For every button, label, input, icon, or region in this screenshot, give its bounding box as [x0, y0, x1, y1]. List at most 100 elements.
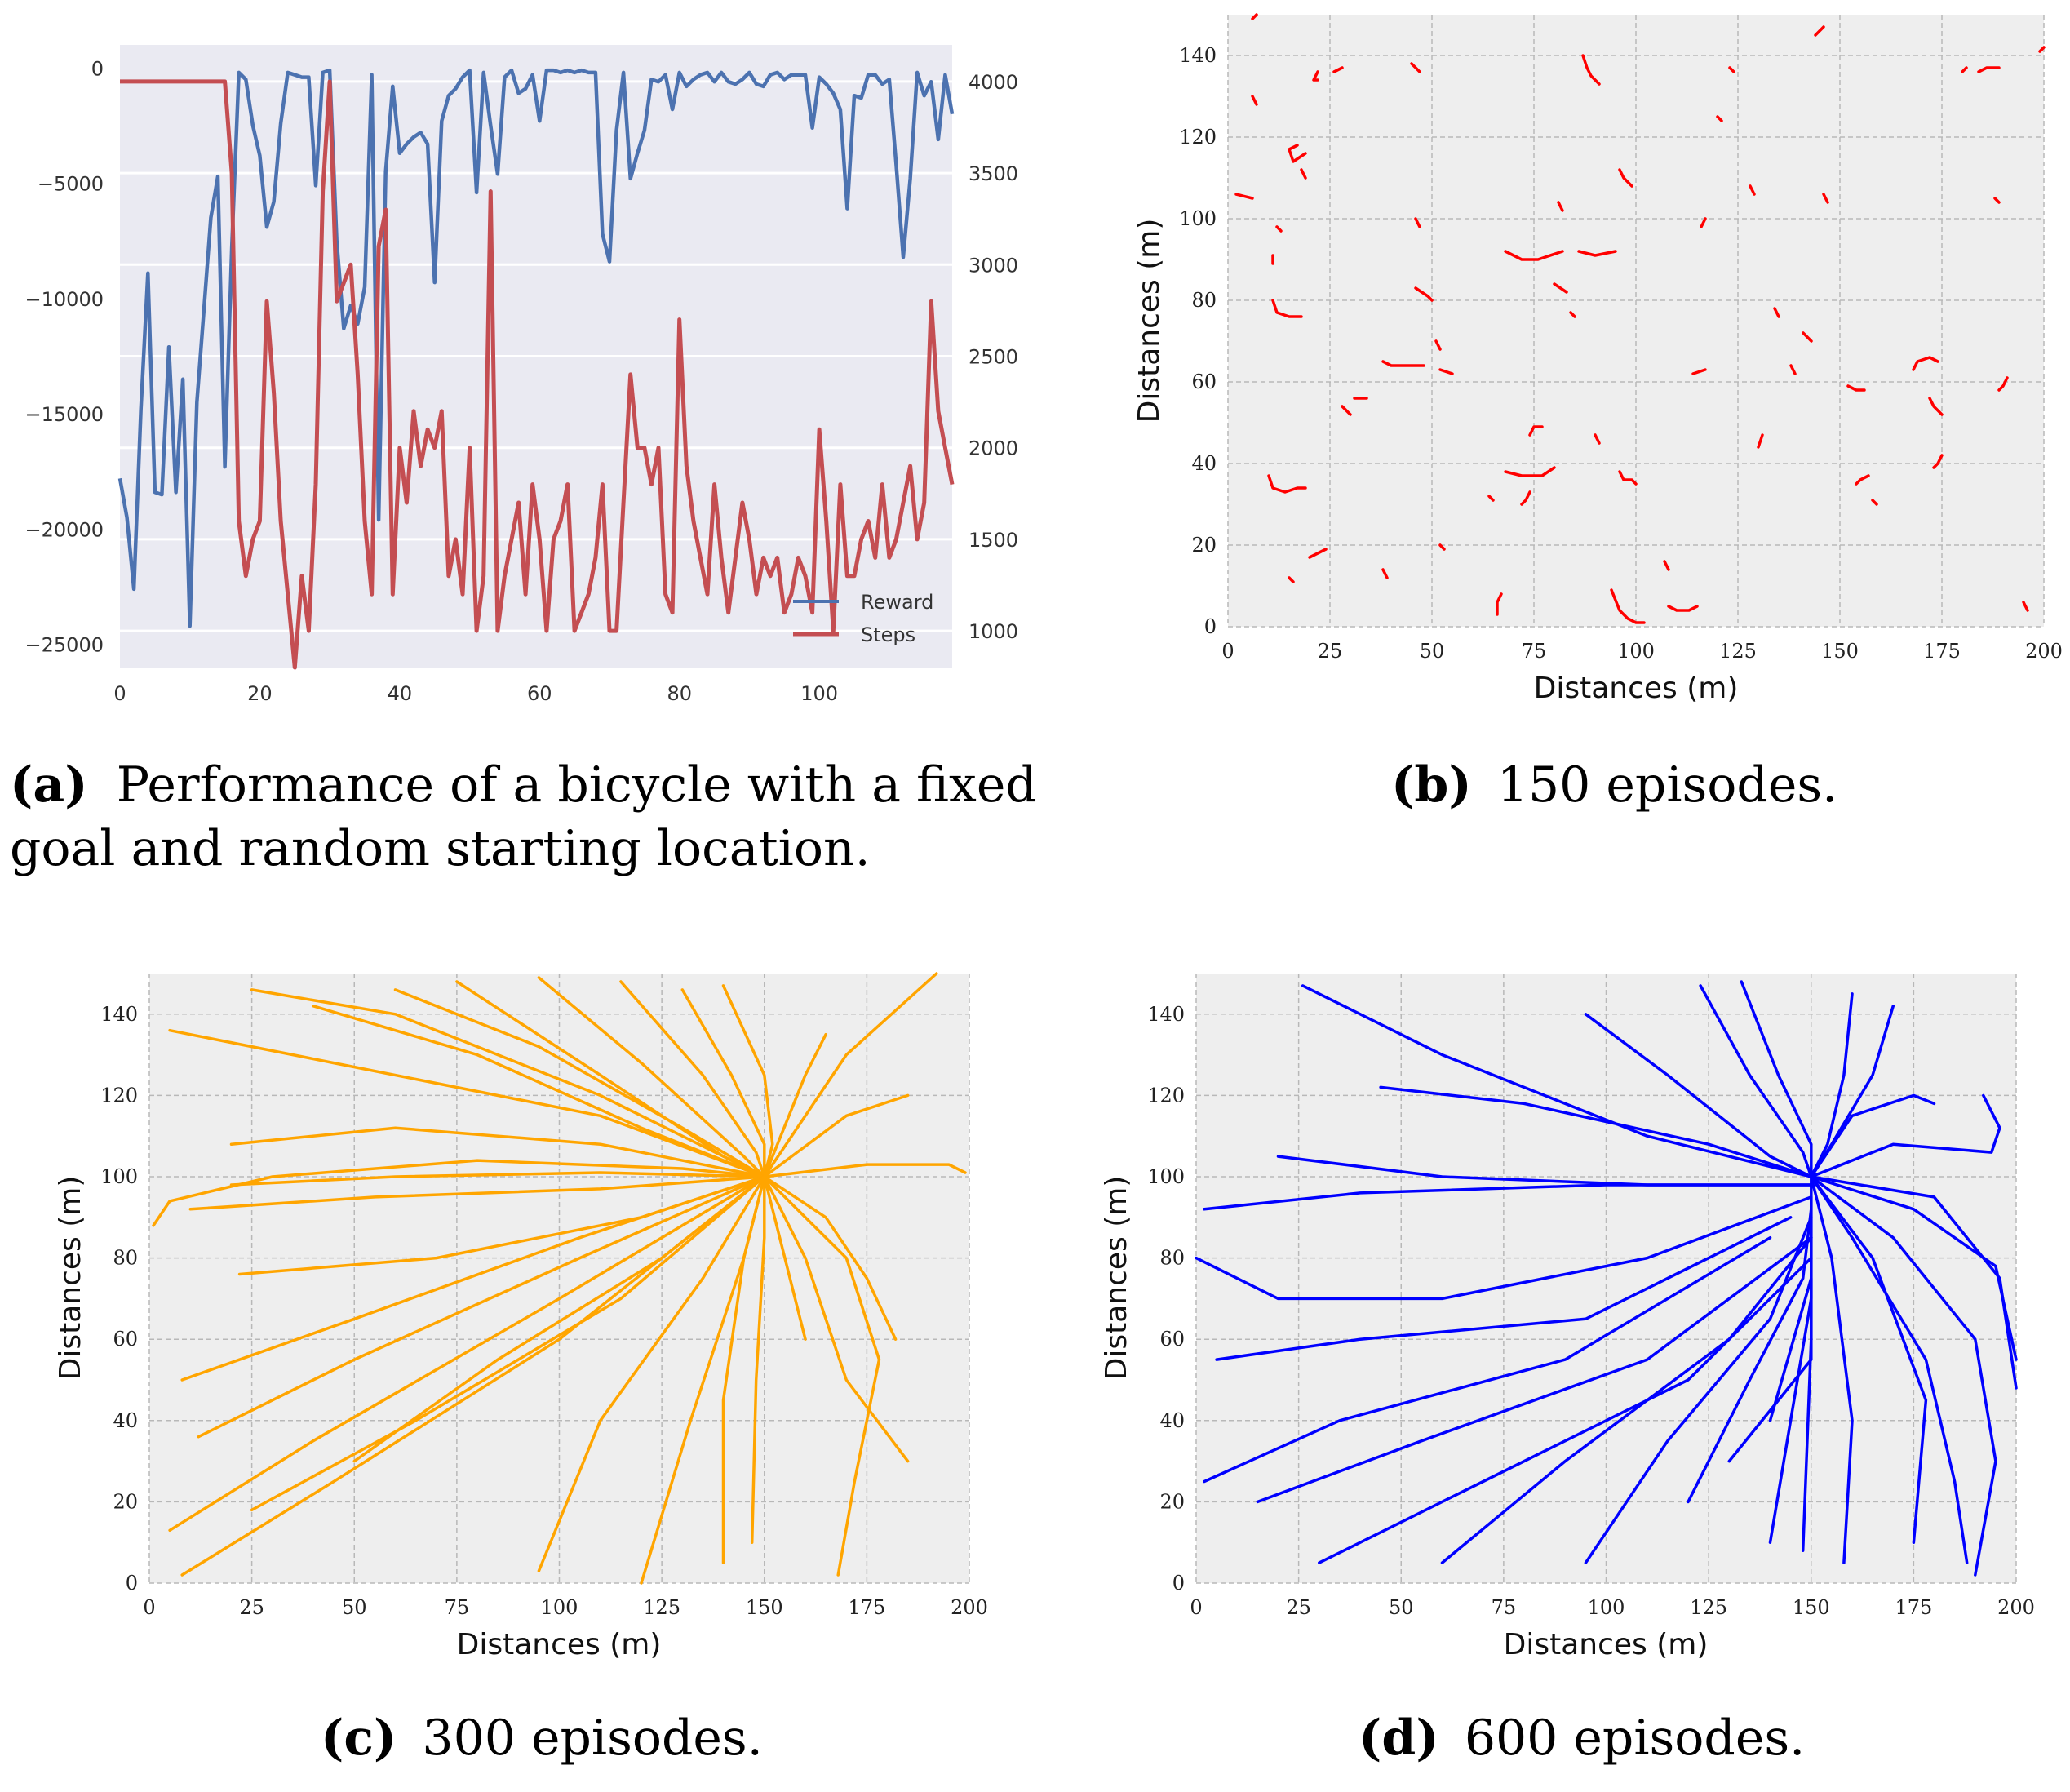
panel-b-grid: [1227, 15, 2045, 628]
panel-a-chart: 40003500300025002000150010000−5000−10000…: [25, 45, 1018, 705]
trajectory: [1810, 1175, 1997, 1577]
panel-d-ytick: 0: [1172, 1572, 1185, 1595]
trajectory: [1871, 499, 1878, 506]
trajectory: [1810, 1175, 2018, 1390]
trajectory: [152, 1159, 766, 1227]
trajectory: [1504, 250, 1564, 261]
trajectory: [1308, 548, 1328, 559]
panel-c-ytick: 20: [113, 1490, 138, 1513]
panel-c-series: [152, 972, 967, 1585]
panel-b-xtick: 0: [1221, 640, 1234, 663]
trajectory: [1251, 95, 1258, 106]
panel-c-xtick: 100: [541, 1596, 578, 1619]
panel-c-ytick: 120: [100, 1084, 138, 1107]
caption-a-line1: (a) Performance of a bicycle with a fixe…: [10, 756, 1037, 814]
trajectory: [1789, 364, 1797, 375]
trajectory: [1256, 1235, 1813, 1504]
panel-c-xtick: 150: [746, 1596, 783, 1619]
panel-d-ylabel: Distances (m): [1100, 1176, 1133, 1381]
series-reward: [117, 68, 955, 628]
panel-a-legend: Reward Steps: [793, 591, 933, 646]
panel-a-xtick: 0: [113, 682, 126, 705]
trajectory: [1251, 13, 1258, 20]
trajectory: [1215, 1216, 1793, 1361]
trajectory: [750, 1175, 766, 1544]
panel-b-xtick: 175: [1923, 640, 1961, 663]
trajectory: [721, 984, 774, 1178]
trajectory: [1557, 201, 1564, 212]
trajectory: [1932, 454, 1944, 469]
trajectory: [1195, 1195, 1813, 1301]
panel-b-series: [1234, 13, 2046, 624]
panel-b-ticks: 0 25 50 75 100 125 150 175 200 0 20 40 60 80 100 120 140: [1179, 44, 2063, 663]
panel-b-ytick: 120: [1179, 126, 1217, 149]
trajectory: [1414, 286, 1434, 302]
panel-c-ytick: 80: [113, 1247, 138, 1270]
trajectory: [455, 980, 766, 1178]
trajectory: [1727, 1276, 1813, 1463]
legend-reward-label: Reward: [861, 591, 933, 614]
panel-a-xtick: 100: [800, 682, 838, 705]
trajectory: [1434, 339, 1442, 351]
trajectory: [1667, 605, 1699, 612]
caption-c-text: 300 episodes.: [422, 1710, 762, 1767]
trajectory: [1810, 1175, 1969, 1564]
trajectory: [1271, 299, 1303, 318]
panel-b-xtick: 100: [1617, 640, 1655, 663]
trajectory: [1487, 495, 1495, 502]
panel-d-xtick: 125: [1690, 1596, 1727, 1619]
panel-d-ticks: 0 25 50 75 100 125 150 175 200 0 20 40 60 80 100 120 140: [1147, 1003, 2035, 1619]
panel-c-xtick: 25: [239, 1596, 264, 1619]
trajectory: [1699, 984, 1813, 1178]
panel-d-xlabel: Distances (m): [1504, 1628, 1709, 1661]
panel-d-xtick: 0: [1190, 1596, 1202, 1619]
trajectory: [1569, 311, 1576, 318]
panel-a-xtick: 80: [667, 682, 692, 705]
trajectory: [1814, 25, 1825, 37]
trajectory: [1687, 1208, 1813, 1504]
captions: (a) Performance of a bicycle with a fixe…: [10, 756, 1837, 1767]
trajectory: [1553, 282, 1568, 294]
trajectory: [1584, 1013, 1813, 1178]
trajectory: [619, 980, 766, 1178]
trajectory: [188, 1175, 766, 1211]
trajectory: [1528, 425, 1544, 437]
trajectory: [1912, 356, 1939, 371]
trajectory: [1700, 217, 1707, 228]
panel-c-xtick: 0: [143, 1596, 155, 1619]
panel-c-xtick: 125: [643, 1596, 680, 1619]
panel-c-ytick: 40: [113, 1409, 138, 1432]
trajectory: [168, 1175, 766, 1533]
trajectory: [1496, 592, 1503, 616]
trajectory: [1802, 331, 1813, 343]
panel-b-chart: 0 25 50 75 100 125 150 175 200 0 20 40 60 80 100 120 140…: [1133, 13, 2063, 705]
trajectory: [1810, 1093, 1936, 1178]
trajectory: [1997, 376, 2009, 392]
panel-b-xtick: 125: [1719, 640, 1757, 663]
trajectory: [250, 988, 766, 1178]
trajectory: [1846, 384, 1866, 392]
panel-d-ytick: 100: [1147, 1165, 1185, 1188]
panel-b-xtick: 50: [1420, 640, 1445, 663]
caption-c-letter: (c): [321, 1710, 397, 1767]
caption-b: (b) 150 episodes.: [1391, 756, 1837, 814]
trajectory: [1618, 168, 1633, 188]
trajectory: [1749, 184, 1756, 196]
panel-c-ytick: 100: [100, 1165, 138, 1188]
panel-c-xlabel: Distances (m): [457, 1628, 662, 1661]
caption-b-letter: (b): [1391, 756, 1472, 814]
trajectory: [1438, 368, 1454, 375]
trajectory: [763, 1175, 910, 1463]
panel-b-xtick: 150: [1821, 640, 1859, 663]
trajectory: [763, 1175, 807, 1341]
caption-d-text: 600 episodes.: [1465, 1710, 1805, 1767]
trajectory: [1301, 984, 1813, 1178]
panel-c-chart: 0 25 50 75 100 125 150 175 200 0 20 40 60 80 100 120 140…: [54, 972, 988, 1661]
trajectory: [1318, 1256, 1813, 1564]
trajectory: [1961, 66, 1968, 73]
trajectory: [1716, 115, 1723, 122]
trajectory: [2022, 601, 2029, 612]
trajectory: [229, 1126, 766, 1178]
trajectory: [1504, 466, 1556, 477]
